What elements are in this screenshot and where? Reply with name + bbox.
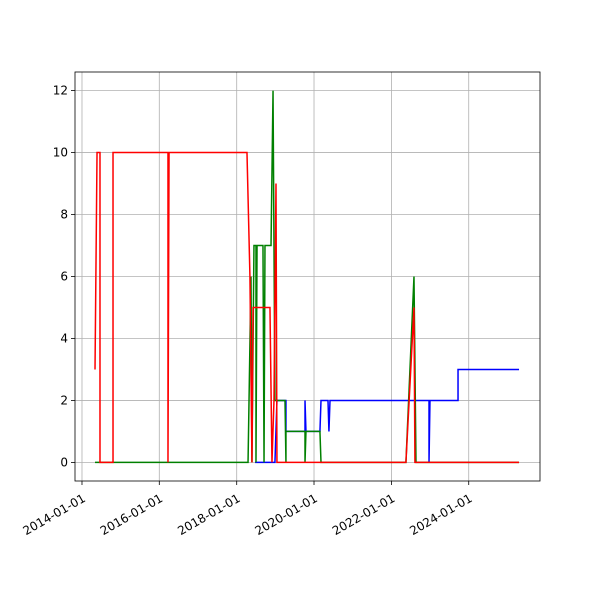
x-tick-label: 2022-01-01 (330, 491, 397, 538)
x-tick-label: 2016-01-01 (98, 491, 165, 538)
y-tick-label: 6 (60, 270, 68, 284)
x-tick-label: 2020-01-01 (253, 491, 320, 538)
x-tick-label: 2024-01-01 (407, 491, 474, 538)
y-tick-label: 12 (53, 84, 68, 98)
series-line (95, 90, 520, 464)
y-tick-label: 10 (53, 146, 68, 160)
lines (94, 90, 520, 464)
series-line (94, 151, 520, 464)
series-line (255, 368, 520, 464)
y-tick-label: 0 (60, 455, 68, 469)
y-tick-label: 2 (60, 393, 68, 407)
y-tick-label: 8 (60, 208, 68, 222)
y-tick-label: 4 (60, 331, 68, 345)
grid (75, 72, 540, 481)
x-tick-label: 2014-01-01 (20, 491, 87, 538)
x-tick-label: 2018-01-01 (175, 491, 242, 538)
